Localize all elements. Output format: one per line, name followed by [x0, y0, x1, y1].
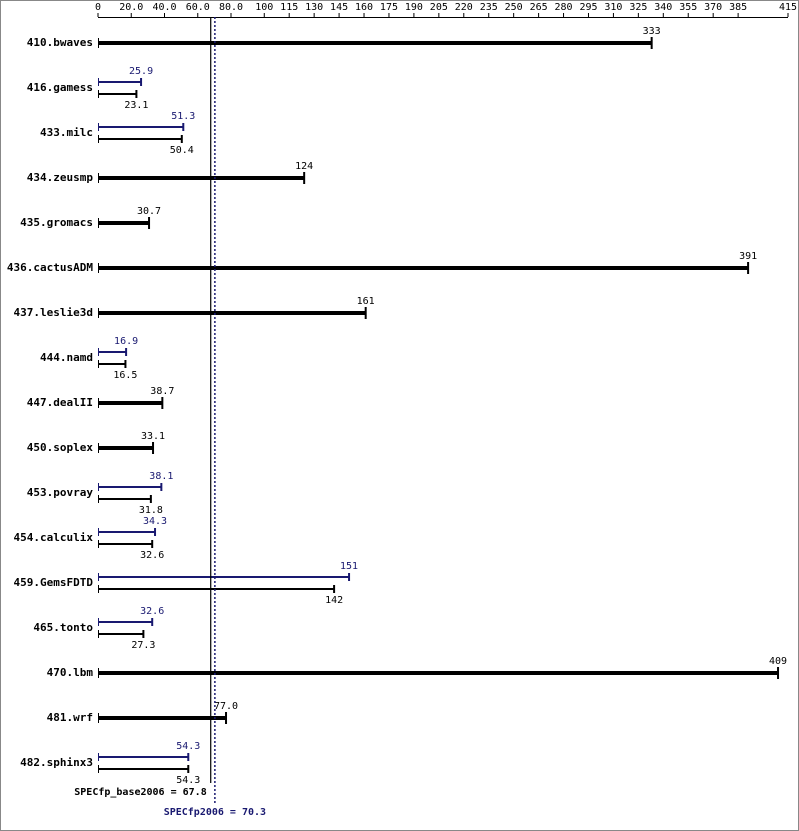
x-tick-label: 265: [530, 2, 548, 13]
bar: [98, 498, 151, 500]
x-tick-label: 295: [579, 2, 597, 13]
bar: [98, 311, 366, 315]
category-label: 416.gamess: [27, 81, 93, 94]
value-label: 32.6: [140, 606, 164, 617]
value-label: 34.3: [143, 516, 167, 527]
value-label: 391: [739, 251, 757, 262]
x-tick-label: 160: [355, 2, 373, 13]
x-tick-label: 20.0: [119, 2, 143, 13]
x-tick-label: 0: [95, 2, 101, 13]
value-label: 16.5: [113, 370, 137, 381]
value-label: 151: [340, 561, 358, 572]
x-tick-label: 280: [555, 2, 573, 13]
x-tick-label: 340: [654, 2, 672, 13]
bar: [98, 531, 156, 533]
category-label: 436.cactusADM: [7, 261, 93, 274]
bar: [98, 486, 162, 488]
bar: [98, 446, 154, 450]
value-label: 51.3: [171, 111, 195, 122]
x-tick-label: 235: [480, 2, 498, 13]
value-label: 142: [325, 595, 343, 606]
bar: [98, 671, 779, 675]
bar: [98, 81, 142, 83]
value-label: 23.1: [124, 100, 148, 111]
category-label: 453.povray: [27, 486, 94, 499]
value-label: 38.7: [150, 386, 174, 397]
reference-label: SPECfp_base2006 = 67.8: [74, 787, 206, 798]
bar: [98, 266, 749, 270]
x-tick-label: 80.0: [219, 2, 243, 13]
bar: [98, 126, 184, 128]
bar: [98, 221, 150, 225]
x-tick-label: 415: [779, 2, 797, 13]
value-label: 27.3: [131, 640, 155, 651]
category-label: 454.calculix: [14, 531, 94, 544]
x-tick-label: 100: [255, 2, 273, 13]
value-label: 77.0: [214, 701, 238, 712]
x-tick-label: 220: [455, 2, 473, 13]
bar: [98, 621, 153, 623]
value-label: 32.6: [140, 550, 164, 561]
value-label: 54.3: [176, 775, 200, 786]
value-label: 161: [357, 296, 375, 307]
reference-label: SPECfp2006 = 70.3: [164, 807, 266, 818]
category-label: 447.dealII: [27, 396, 93, 409]
value-label: 409: [769, 656, 787, 667]
x-tick-label: 130: [305, 2, 323, 13]
category-label: 437.leslie3d: [14, 306, 93, 319]
value-label: 16.9: [114, 336, 138, 347]
bar: [98, 633, 144, 635]
value-label: 54.3: [176, 741, 200, 752]
bar: [98, 363, 126, 365]
category-label: 465.tonto: [33, 621, 93, 634]
x-tick-label: 115: [280, 2, 298, 13]
category-label: 410.bwaves: [27, 36, 93, 49]
x-tick-label: 370: [704, 2, 722, 13]
x-tick-label: 205: [430, 2, 448, 13]
bar: [98, 93, 137, 95]
bar: [98, 176, 305, 180]
x-tick-label: 310: [604, 2, 622, 13]
category-label: 470.lbm: [47, 666, 94, 679]
value-label: 31.8: [139, 505, 163, 516]
category-label: 481.wrf: [47, 711, 93, 724]
value-label: 124: [295, 161, 313, 172]
category-label: 459.GemsFDTD: [14, 576, 94, 589]
x-tick-label: 325: [629, 2, 647, 13]
x-tick-label: 385: [729, 2, 747, 13]
bar: [98, 756, 189, 758]
bar: [98, 543, 153, 545]
category-label: 433.milc: [40, 126, 93, 139]
value-label: 38.1: [149, 471, 173, 482]
value-label: 333: [643, 26, 661, 37]
x-tick-label: 60.0: [186, 2, 210, 13]
x-tick-label: 190: [405, 2, 423, 13]
x-tick-label: 145: [330, 2, 348, 13]
value-label: 25.9: [129, 66, 153, 77]
bar: [98, 401, 163, 405]
bar: [98, 41, 652, 45]
category-label: 435.gromacs: [20, 216, 93, 229]
x-tick-label: 40.0: [152, 2, 176, 13]
bar: [98, 351, 127, 353]
value-label: 33.1: [141, 431, 165, 442]
bar: [98, 768, 189, 770]
category-label: 434.zeusmp: [27, 171, 94, 184]
category-label: 482.sphinx3: [20, 756, 93, 769]
value-label: 30.7: [137, 206, 161, 217]
bar: [98, 576, 350, 578]
x-tick-label: 175: [380, 2, 398, 13]
value-label: 50.4: [170, 145, 194, 156]
category-label: 444.namd: [40, 351, 93, 364]
x-tick-label: 250: [505, 2, 523, 13]
x-tick-label: 355: [679, 2, 697, 13]
category-label: 450.soplex: [27, 441, 94, 454]
bar: [98, 716, 227, 720]
bar: [98, 138, 182, 140]
bar: [98, 588, 335, 590]
